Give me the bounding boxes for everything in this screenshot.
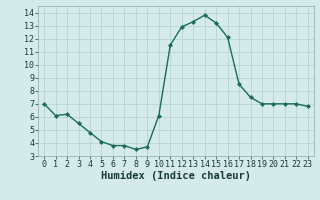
X-axis label: Humidex (Indice chaleur): Humidex (Indice chaleur) — [101, 171, 251, 181]
